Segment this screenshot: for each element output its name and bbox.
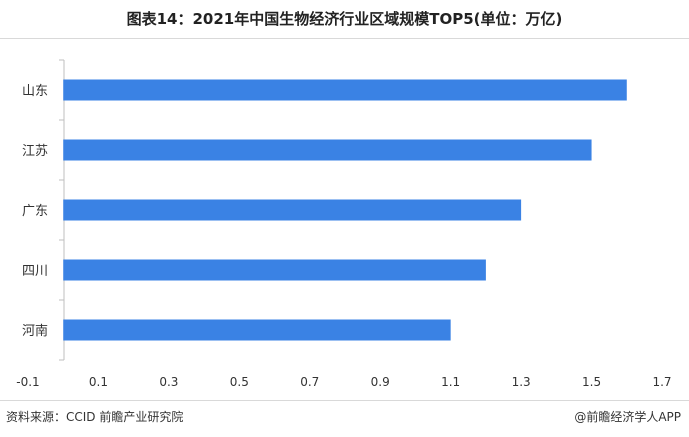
x-tick-label: 1.7	[652, 375, 671, 389]
x-tick-label: 0.1	[89, 375, 108, 389]
x-tick-label: 0.5	[230, 375, 249, 389]
x-tick-label: -0.1	[16, 375, 39, 389]
chart-title: 图表14：2021年中国生物经济行业区域规模TOP5(单位：万亿)	[126, 10, 563, 28]
x-tick-label: 1.3	[512, 375, 531, 389]
x-tick-label: 1.5	[582, 375, 601, 389]
x-tick-label: 0.3	[159, 375, 178, 389]
x-tick-label: 0.7	[300, 375, 319, 389]
source-note: 资料来源：CCID 前瞻产业研究院	[6, 410, 184, 424]
footer-divider	[0, 400, 689, 401]
bar-2	[63, 139, 592, 161]
category-label: 四川	[22, 264, 48, 279]
title-divider	[0, 38, 689, 39]
bar-3	[63, 199, 522, 221]
category-label: 广东	[22, 204, 48, 219]
category-label: 山东	[22, 84, 48, 99]
bar-1	[63, 79, 627, 101]
category-label: 河南	[22, 323, 48, 339]
category-label: 江苏	[22, 143, 48, 159]
credit-note: @前瞻经济学人APP	[574, 410, 681, 424]
x-tick-label: 0.9	[371, 375, 390, 389]
x-tick-label: 1.1	[441, 375, 460, 389]
bar-5	[63, 319, 451, 341]
bar-4	[63, 259, 486, 281]
